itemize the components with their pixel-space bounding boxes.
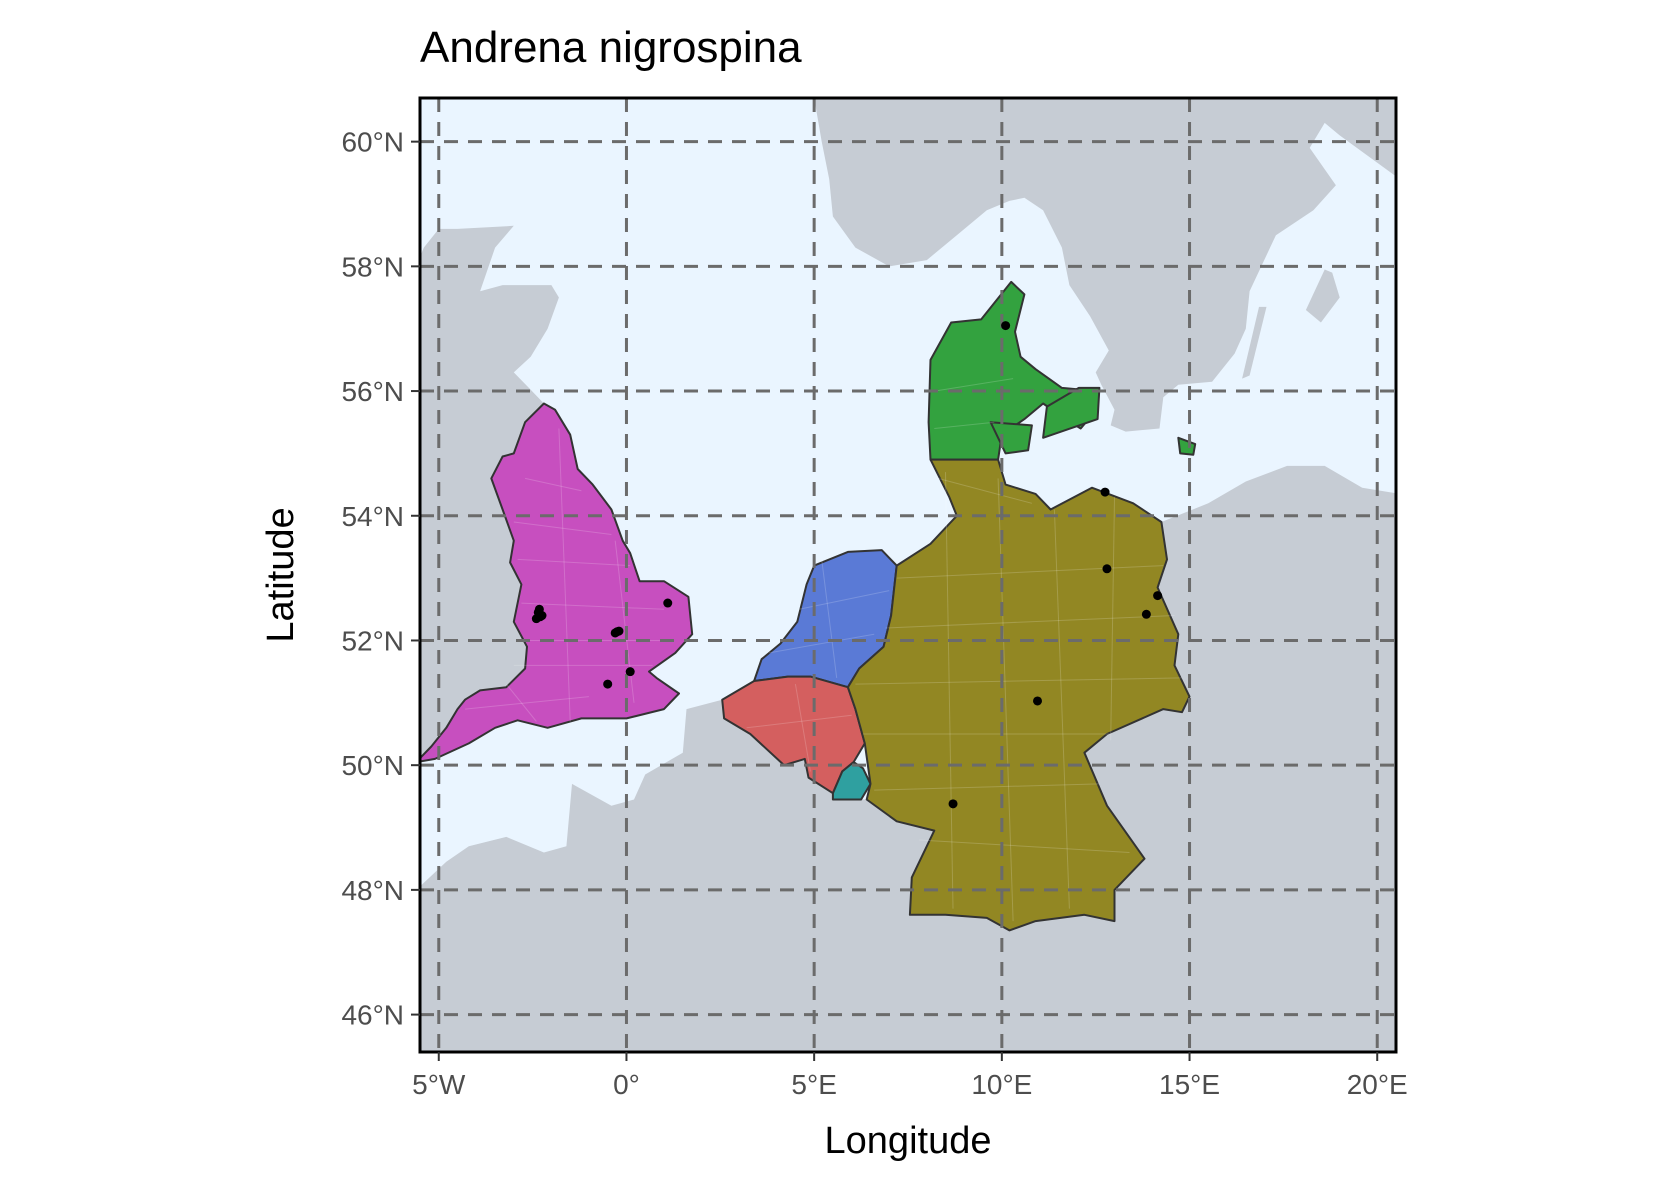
graticule-layer (420, 98, 1396, 1052)
denmark-region (927, 280, 1099, 461)
germany-subdivision-line (1110, 497, 1115, 741)
x-tick-label: 5°W (412, 1069, 466, 1100)
netherlands-subdivision-line (769, 633, 875, 654)
germany-subdivision-line (937, 477, 1033, 504)
england-subdivision-line (513, 521, 612, 535)
oland-land (1242, 306, 1267, 379)
map-title: Andrena nigrospina (420, 23, 802, 72)
y-tick-label: 60°N (341, 127, 404, 158)
y-tick-label: 52°N (341, 625, 404, 656)
occurrence-point (531, 614, 541, 624)
x-tick-label: 20°E (1347, 1069, 1408, 1100)
occurrence-point (612, 627, 622, 637)
belgium-subdivision-line (746, 714, 852, 729)
england-subdivision-line (521, 602, 665, 610)
y-tick-label: 54°N (341, 501, 404, 532)
occurrence-point (1153, 591, 1163, 601)
x-tick-label: 0° (613, 1069, 640, 1100)
occurrence-points-layer (531, 321, 1163, 809)
occurrence-point (534, 604, 544, 614)
denmark-zealand-region (1042, 386, 1101, 439)
occurrence-point (1102, 564, 1112, 574)
germany-subdivision-line (919, 839, 1130, 853)
y-axis-title: Latitude (260, 507, 302, 642)
england-region (420, 402, 694, 763)
luxembourg-region (831, 761, 872, 801)
background-land-layer (420, 98, 1396, 1052)
belgium-subdivision-line (794, 684, 811, 772)
england-subdivision-line (464, 696, 589, 710)
occurrence-point (663, 598, 673, 608)
germany-subdivision-line (1053, 509, 1070, 909)
germany-subdivision-line (885, 615, 1175, 629)
occurrence-point (1141, 609, 1151, 619)
england-subdivision-line (558, 428, 571, 722)
longitude-axis: 5°W 0° 5°E 10°E 15°E 20°E (412, 1052, 1408, 1100)
x-tick-label: 10°E (971, 1069, 1032, 1100)
occurrence-point (1033, 696, 1043, 706)
netherlands-subdivision-line (821, 559, 838, 678)
occurrence-point (603, 679, 613, 689)
y-tick-label: 48°N (341, 875, 404, 906)
scandinavia-land (814, 98, 1396, 432)
y-tick-label: 56°N (341, 376, 404, 407)
scotland-wales-ireland-land (420, 225, 559, 759)
denmark-subdivision-line (934, 378, 1014, 392)
y-tick-label: 58°N (341, 251, 404, 282)
gotland-land (1305, 269, 1340, 323)
germany-region (846, 458, 1191, 932)
x-tick-label: 15°E (1159, 1069, 1220, 1100)
germany-subdivision-line (896, 565, 1164, 579)
x-tick-label: 5°E (791, 1069, 836, 1100)
continent-land (420, 465, 1396, 1052)
panel-border (418, 96, 1398, 1054)
england-subdivision-line (505, 683, 537, 722)
denmark-subdivision-line (934, 421, 995, 429)
germany-subdivision-line (874, 783, 1100, 791)
occurrence-point (948, 799, 958, 809)
latitude-axis: 46°N 48°N 50°N 52°N 54°N 56°N 58°N 60°N (341, 127, 420, 1031)
y-tick-label: 46°N (341, 1000, 404, 1031)
country-regions-layer (420, 280, 1197, 932)
germany-subdivision-line (945, 472, 954, 909)
x-axis-title: Longitude (825, 1120, 992, 1162)
occurrence-point (625, 667, 635, 677)
england-subdivision-line (517, 558, 631, 567)
y-tick-label: 50°N (341, 750, 404, 781)
occurrence-point (1001, 321, 1011, 331)
germany-subdivision-line (855, 677, 1183, 685)
occurrence-point (1100, 487, 1110, 497)
england-subdivision-line (524, 477, 582, 492)
germany-subdivision-line (997, 478, 1014, 922)
